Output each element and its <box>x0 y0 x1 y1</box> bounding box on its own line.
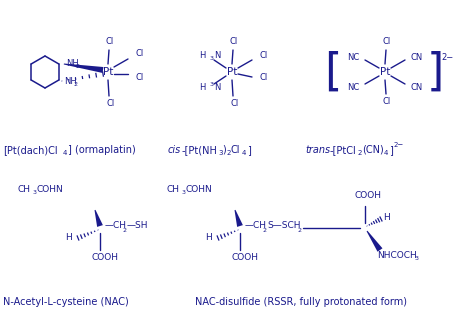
Text: 2: 2 <box>298 227 302 233</box>
Text: H: H <box>65 234 72 242</box>
Text: N-Acetyl-L-cysteine (NAC): N-Acetyl-L-cysteine (NAC) <box>3 297 129 307</box>
Text: 4: 4 <box>63 150 67 156</box>
Text: Cl: Cl <box>230 38 238 47</box>
Text: 3: 3 <box>218 150 222 156</box>
Text: 4: 4 <box>384 150 388 156</box>
Text: N: N <box>214 52 220 61</box>
Text: NH: NH <box>66 59 79 67</box>
Text: Cl: Cl <box>260 73 268 82</box>
Text: Cl: Cl <box>136 73 144 82</box>
Text: H: H <box>205 234 212 242</box>
Text: Cl: Cl <box>260 52 268 61</box>
Text: Cl: Cl <box>107 99 115 109</box>
Text: Pt: Pt <box>103 67 113 77</box>
Text: -[PtCl: -[PtCl <box>330 145 357 155</box>
Text: 2: 2 <box>263 227 267 233</box>
Text: H: H <box>200 52 206 61</box>
Text: COHN: COHN <box>37 186 64 194</box>
Text: [Pt(dach)Cl: [Pt(dach)Cl <box>3 145 58 155</box>
Text: COOH: COOH <box>232 253 259 262</box>
Polygon shape <box>94 210 103 227</box>
Text: H: H <box>383 214 390 223</box>
Text: 2−: 2− <box>441 52 453 62</box>
Text: 3: 3 <box>415 257 419 261</box>
Text: Pt: Pt <box>380 67 390 77</box>
Text: Cl: Cl <box>231 145 240 155</box>
Text: ]: ] <box>426 51 444 94</box>
Text: ): ) <box>222 145 226 155</box>
Text: ]: ] <box>247 145 251 155</box>
Text: —SH: —SH <box>127 222 148 230</box>
Text: NAC-disulfide (RSSR, fully protonated form): NAC-disulfide (RSSR, fully protonated fo… <box>195 297 407 307</box>
Polygon shape <box>366 231 383 252</box>
Text: CN: CN <box>411 83 423 91</box>
Text: 3: 3 <box>33 191 37 195</box>
Text: S—SCH: S—SCH <box>267 222 301 230</box>
Text: (CN): (CN) <box>362 145 384 155</box>
Text: NH: NH <box>64 76 77 86</box>
Text: 2−: 2− <box>394 142 404 148</box>
Text: cis: cis <box>168 145 181 155</box>
Text: CH: CH <box>167 186 180 194</box>
Text: ]: ] <box>389 145 393 155</box>
Text: Cl: Cl <box>231 99 239 109</box>
Text: -[Pt(NH: -[Pt(NH <box>182 145 218 155</box>
Text: 2: 2 <box>74 82 78 87</box>
Text: Cl: Cl <box>383 98 391 107</box>
Text: 2: 2 <box>227 150 231 156</box>
Text: 3: 3 <box>210 56 214 62</box>
Text: Cl: Cl <box>106 38 114 47</box>
Text: Pt: Pt <box>227 67 237 77</box>
Text: 4: 4 <box>242 150 246 156</box>
Text: —CH: —CH <box>245 222 267 230</box>
Text: NC: NC <box>347 83 359 91</box>
Text: COOH: COOH <box>92 253 119 262</box>
Text: CN: CN <box>411 52 423 62</box>
Text: Cl: Cl <box>383 38 391 47</box>
Text: 3: 3 <box>182 191 186 195</box>
Text: COHN: COHN <box>186 186 213 194</box>
Text: H: H <box>200 84 206 92</box>
Text: NC: NC <box>347 52 359 62</box>
Text: 2: 2 <box>358 150 363 156</box>
Text: COOH: COOH <box>355 191 382 201</box>
Polygon shape <box>235 210 243 227</box>
Text: CH: CH <box>18 186 31 194</box>
Text: NHCOCH: NHCOCH <box>377 251 417 260</box>
Text: N: N <box>214 84 220 92</box>
Text: 2: 2 <box>123 227 127 233</box>
Text: 3: 3 <box>210 83 214 87</box>
Text: 2: 2 <box>76 64 80 68</box>
Text: —CH: —CH <box>105 222 127 230</box>
Text: Cl: Cl <box>136 50 144 59</box>
Text: ] (ormaplatin): ] (ormaplatin) <box>68 145 136 155</box>
Polygon shape <box>64 64 103 73</box>
Text: [: [ <box>324 51 342 94</box>
Text: trans: trans <box>305 145 330 155</box>
